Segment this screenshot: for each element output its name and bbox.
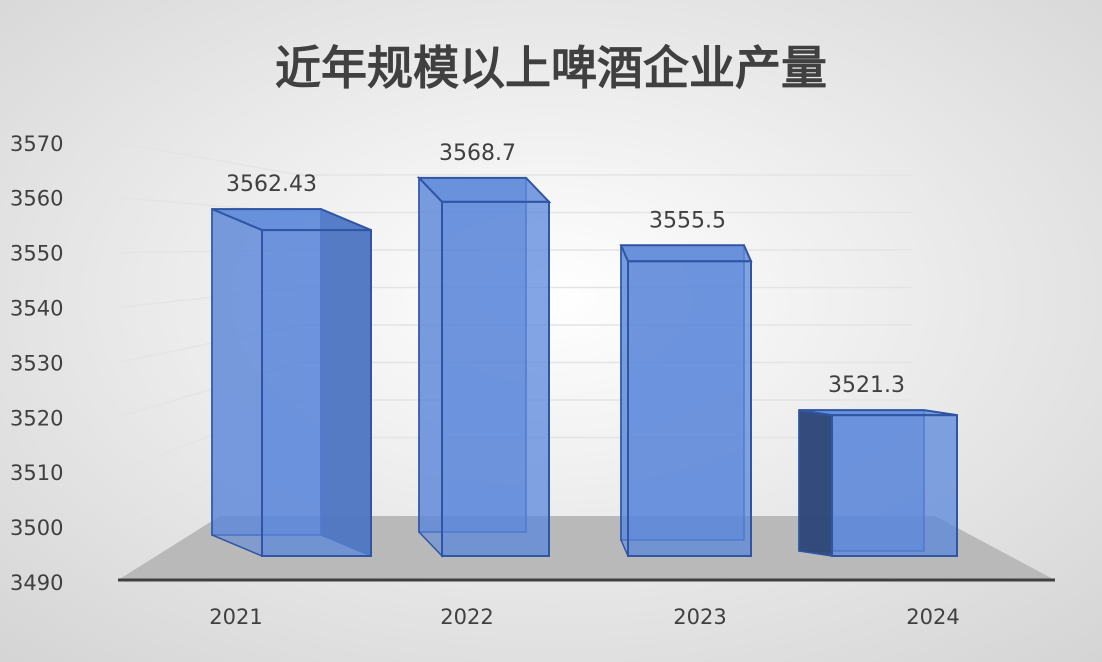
bar-2021	[211, 207, 372, 558]
y-tick-label: 3560	[10, 187, 63, 211]
data-label: 3555.5	[649, 208, 726, 233]
bar-front-face	[441, 200, 550, 557]
y-tick-label: 3520	[10, 406, 63, 430]
bar-side-face	[418, 175, 443, 558]
bar-2023	[619, 244, 753, 557]
data-label: 3562.43	[226, 172, 317, 197]
chart-title: 近年规模以上啤酒企业产量	[275, 41, 827, 95]
x-tick-label: 2021	[209, 605, 262, 629]
bar-front-face	[627, 260, 752, 557]
y-tick-label: 3540	[10, 297, 63, 321]
y-tick-label: 3550	[10, 242, 63, 266]
y-tick-label: 3490	[10, 571, 63, 595]
data-label: 3568.7	[439, 141, 516, 166]
data-label: 3521.3	[828, 373, 905, 398]
y-tick-label: 3570	[10, 132, 63, 156]
bar-front-face	[831, 414, 958, 557]
bar-top-face	[619, 244, 753, 263]
y-tick-label: 3510	[10, 461, 63, 485]
gridline	[117, 142, 912, 176]
y-tick-label: 3530	[10, 351, 63, 375]
bar-2024	[798, 409, 958, 557]
bar-top-face	[416, 176, 552, 203]
bar-side-face	[211, 207, 263, 558]
x-tick-label: 2022	[440, 605, 493, 629]
bar-front-face	[261, 229, 372, 557]
x-tick-label: 2023	[673, 605, 726, 629]
bar-side-face	[798, 409, 833, 557]
bar-2022	[416, 175, 552, 558]
y-tick-label: 3500	[10, 516, 63, 540]
bar-side-face	[620, 244, 629, 557]
x-tick-label: 2024	[906, 605, 959, 629]
